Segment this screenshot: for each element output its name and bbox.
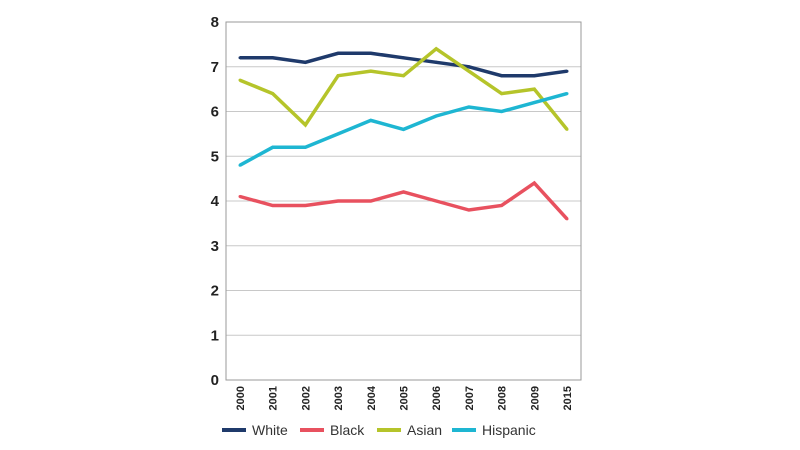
data-point-black [336, 199, 340, 203]
data-point-white [565, 69, 569, 73]
y-tick-label: 7 [211, 59, 219, 76]
y-tick-label: 5 [211, 148, 219, 165]
legend-label: Black [330, 422, 365, 438]
x-tick-label: 2001 [268, 386, 280, 410]
data-point-white [238, 56, 242, 60]
data-point-hispanic [336, 132, 340, 136]
data-point-black [532, 181, 536, 185]
legend-label: White [252, 422, 288, 438]
data-point-asian [467, 69, 471, 73]
legend-label: Asian [407, 422, 442, 438]
x-tick-label: 2003 [333, 386, 345, 410]
data-point-hispanic [434, 114, 438, 118]
data-point-black [303, 203, 307, 207]
data-point-asian [271, 92, 275, 96]
data-point-white [271, 56, 275, 60]
data-point-black [238, 195, 242, 199]
data-point-white [369, 51, 373, 55]
x-tick-label: 2005 [399, 386, 411, 410]
x-axis: 2000 2001 2002 2003 2004 2005 2006 2007 2008 2009… [235, 385, 574, 410]
data-point-asian [434, 47, 438, 51]
data-point-white [402, 56, 405, 60]
data-point-white [532, 74, 536, 78]
data-point-black [369, 199, 373, 203]
y-tick-label: 8 [211, 14, 219, 31]
data-point-hispanic [565, 92, 569, 96]
data-point-asian [500, 92, 504, 96]
data-point-white [467, 65, 471, 69]
data-point-black [434, 199, 438, 203]
data-point-black [271, 203, 275, 207]
data-point-hispanic [532, 101, 536, 105]
x-tick-label: 2000 [235, 386, 247, 410]
legend-item-asian: Asian [377, 422, 442, 438]
y-tick-label: 1 [211, 327, 219, 344]
y-tick-label: 4 [211, 193, 220, 210]
data-point-black [565, 217, 569, 221]
data-point-hispanic [271, 145, 275, 149]
data-point-white [303, 60, 307, 64]
series-lines [238, 46, 569, 221]
data-point-white [434, 60, 438, 64]
data-point-black [500, 203, 504, 207]
legend-label: Hispanic [482, 422, 536, 438]
data-point-black [402, 190, 405, 194]
data-point-asian [303, 123, 307, 127]
data-point-asian [532, 87, 536, 91]
y-tick-label: 2 [211, 283, 219, 300]
data-point-asian [336, 74, 340, 78]
x-tick-label: 2006 [431, 386, 443, 410]
data-point-asian [402, 74, 405, 78]
x-tick-label: 2004 [366, 385, 378, 410]
data-point-hispanic [500, 110, 504, 113]
data-point-hispanic [369, 118, 373, 122]
x-tick-label: 2009 [529, 386, 541, 410]
data-point-asian [565, 127, 569, 131]
data-point-asian [369, 69, 373, 73]
x-tick-label: 2015 [562, 386, 574, 410]
gridlines [226, 66, 581, 336]
data-point-hispanic [303, 145, 307, 149]
legend-item-black: Black [300, 422, 365, 438]
data-point-hispanic [467, 105, 471, 109]
x-tick-label: 2007 [464, 386, 476, 410]
x-tick-label: 2002 [300, 386, 312, 410]
data-point-white [500, 74, 504, 78]
y-tick-label: 0 [211, 372, 219, 389]
y-axis: 0 1 2 3 4 5 6 7 8 [211, 14, 220, 389]
data-point-black [467, 208, 471, 212]
data-point-asian [238, 78, 242, 82]
legend: White Black Asian Hispanic [222, 422, 536, 438]
y-tick-label: 6 [211, 104, 219, 121]
legend-item-white: White [222, 422, 288, 438]
x-tick-label: 2008 [497, 386, 509, 410]
data-point-hispanic [238, 163, 242, 167]
plot-frame [225, 21, 582, 381]
y-tick-label: 3 [211, 238, 219, 255]
data-point-white [336, 51, 340, 55]
legend-item-hispanic: Hispanic [452, 422, 536, 438]
data-point-hispanic [402, 127, 405, 131]
